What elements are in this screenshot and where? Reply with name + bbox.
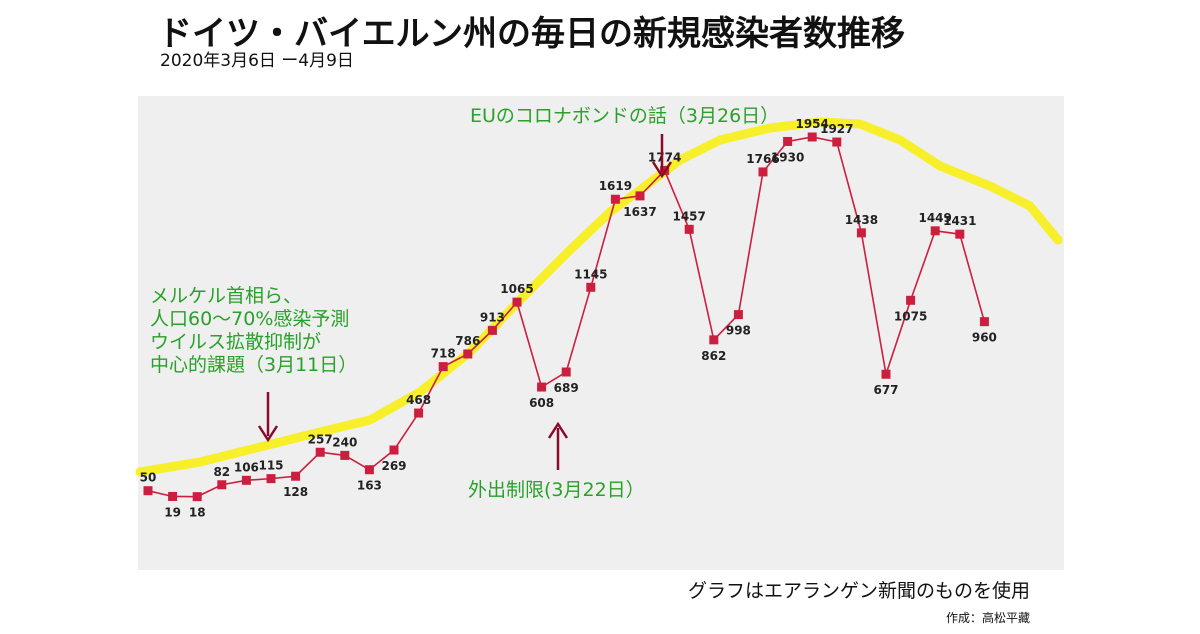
source-credit: グラフはエアランゲン新聞のものを使用 xyxy=(688,580,1031,602)
annotation-merkel-text: ウイルス拡散抑制が xyxy=(150,331,321,353)
data-label: 115 xyxy=(258,459,283,473)
data-point-marker xyxy=(463,349,473,359)
data-label: 677 xyxy=(873,383,898,397)
data-label: 862 xyxy=(701,349,726,363)
data-point-marker xyxy=(881,369,891,379)
data-label: 718 xyxy=(431,347,456,361)
data-label: 1766 xyxy=(746,152,779,166)
data-point-marker xyxy=(315,447,325,457)
plot-background xyxy=(138,96,1064,570)
data-label: 128 xyxy=(283,485,308,499)
data-point-marker xyxy=(930,226,940,236)
data-label: 1449 xyxy=(918,211,951,225)
data-point-marker xyxy=(783,136,793,146)
data-point-marker xyxy=(832,137,842,147)
data-label: 468 xyxy=(406,393,431,407)
data-label: 82 xyxy=(213,465,230,479)
data-point-marker xyxy=(684,224,694,234)
data-point-marker xyxy=(291,471,301,481)
data-label: 1637 xyxy=(623,205,656,219)
data-point-marker xyxy=(733,310,743,320)
data-label: 1774 xyxy=(648,150,681,164)
trend-curve xyxy=(135,117,1063,477)
date-range-subtitle: 2020年3月6日 ー4月9日 xyxy=(160,51,354,71)
data-label: 1619 xyxy=(599,179,632,193)
annotation-eubond-text: EUのコロナボンドの話（3月26日） xyxy=(470,105,779,127)
data-label: 608 xyxy=(529,396,554,410)
data-point-marker xyxy=(635,191,645,201)
data-point-marker xyxy=(438,362,448,372)
data-label: 998 xyxy=(726,324,751,338)
data-point-marker xyxy=(364,465,374,475)
data-label: 1954 xyxy=(795,117,828,131)
data-label: 1457 xyxy=(672,209,705,223)
data-point-marker xyxy=(709,335,719,345)
annotation-merkel-text: 中心的課題（3月11日） xyxy=(150,354,357,376)
data-point-marker xyxy=(414,408,424,418)
data-label: 960 xyxy=(972,331,997,345)
data-label: 689 xyxy=(554,381,579,395)
data-point-marker xyxy=(856,228,866,238)
data-point-marker xyxy=(143,486,153,496)
annotation-merkel-arrowhead xyxy=(257,425,279,443)
data-point-marker xyxy=(979,317,989,327)
data-label: 1075 xyxy=(894,309,927,323)
data-label: 240 xyxy=(332,435,357,449)
data-point-marker xyxy=(610,194,620,204)
data-point-marker xyxy=(955,229,965,239)
data-point-marker xyxy=(241,475,251,485)
data-label: 106 xyxy=(234,460,259,474)
data-point-marker xyxy=(389,445,399,455)
data-point-marker xyxy=(266,474,276,484)
data-point-marker xyxy=(192,492,202,502)
data-point-marker xyxy=(512,297,522,307)
data-label: 269 xyxy=(381,459,406,473)
data-point-marker xyxy=(168,491,178,501)
data-label: 19 xyxy=(164,505,181,519)
data-point-marker xyxy=(217,480,227,490)
data-point-marker xyxy=(537,382,547,392)
annotation-merkel-text: メルケル首相ら、 xyxy=(150,285,302,307)
data-label: 1930 xyxy=(771,150,804,164)
data-point-marker xyxy=(586,282,596,292)
data-label: 1145 xyxy=(574,267,607,281)
data-label: 1065 xyxy=(500,282,533,296)
annotation-curfew-arrowhead xyxy=(547,421,569,439)
page-title: ドイツ・バイエルン州の毎日の新規感染者数推移 xyxy=(158,14,905,54)
data-point-marker xyxy=(340,450,350,460)
data-label: 786 xyxy=(455,334,480,348)
data-label: 913 xyxy=(480,310,505,324)
data-point-marker xyxy=(906,295,916,305)
annotation-eubond-arrowhead xyxy=(651,161,673,179)
data-label: 257 xyxy=(308,432,333,446)
data-label: 18 xyxy=(189,506,206,520)
annotation-merkel-text: 人口60〜70%感染予測 xyxy=(150,308,349,330)
data-label: 1927 xyxy=(820,122,853,136)
data-label: 163 xyxy=(357,479,382,493)
data-point-marker xyxy=(487,325,497,335)
data-point-marker xyxy=(807,132,817,142)
data-point-marker xyxy=(561,367,571,377)
data-point-marker xyxy=(758,167,768,177)
annotation-curfew-text: 外出制限(3月22日） xyxy=(468,479,645,501)
author-credit: 作成：高松平藏 xyxy=(946,611,1031,625)
data-label: 1431 xyxy=(943,214,976,228)
data-label: 1438 xyxy=(845,213,878,227)
data-label: 50 xyxy=(140,471,157,485)
